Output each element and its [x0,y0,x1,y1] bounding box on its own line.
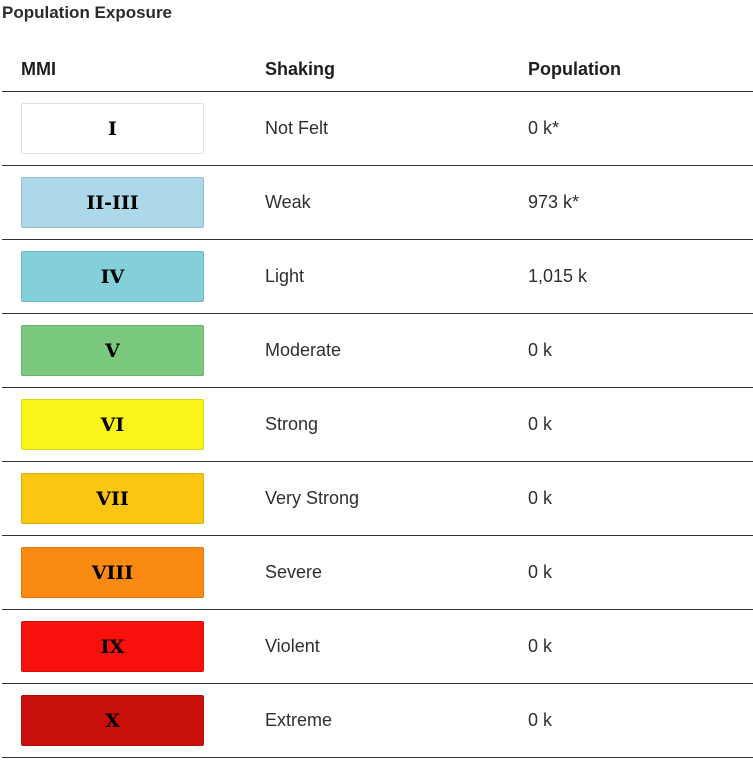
shaking-cell: Light [265,239,528,314]
shaking-cell: Not Felt [265,91,528,166]
mmi-intensity-swatch: IX [21,621,204,672]
table-header-row: MMI Shaking Population [2,47,753,92]
table-row: VIII Severe 0 k [2,535,753,610]
table-row: I Not Felt 0 k* [2,91,753,166]
shaking-cell: Weak [265,165,528,240]
table-row: X Extreme 0 k [2,683,753,758]
population-cell: 0 k [528,387,753,462]
mmi-intensity-swatch: X [21,695,204,746]
shaking-cell: Strong [265,387,528,462]
mmi-intensity-swatch: V [21,325,204,376]
column-header-mmi: MMI [2,47,265,92]
section-title: Population Exposure [2,3,173,22]
mmi-intensity-swatch: I [21,103,204,154]
population-cell: 0 k [528,683,753,758]
table-row: VI Strong 0 k [2,387,753,462]
mmi-intensity-swatch: IV [21,251,204,302]
mmi-intensity-swatch: II-III [21,177,204,228]
column-header-shaking: Shaking [265,47,528,92]
population-cell: 0 k [528,313,753,388]
column-header-population: Population [528,47,753,92]
population-exposure-table: MMI Shaking Population I Not Felt 0 k* I… [2,47,753,758]
table-row: IX Violent 0 k [2,609,753,684]
shaking-cell: Moderate [265,313,528,388]
shaking-cell: Extreme [265,683,528,758]
mmi-intensity-swatch: VI [21,399,204,450]
population-cell: 0 k [528,535,753,610]
population-cell: 973 k* [528,165,753,240]
shaking-cell: Severe [265,535,528,610]
table-row: V Moderate 0 k [2,313,753,388]
table-row: IV Light 1,015 k [2,239,753,314]
table-row: II-III Weak 973 k* [2,165,753,240]
population-cell: 0 k [528,609,753,684]
shaking-cell: Violent [265,609,528,684]
table-row: VII Very Strong 0 k [2,461,753,536]
population-cell: 0 k* [528,91,753,166]
mmi-intensity-swatch: VII [21,473,204,524]
mmi-intensity-swatch: VIII [21,547,204,598]
population-cell: 0 k [528,461,753,536]
population-cell: 1,015 k [528,239,753,314]
shaking-cell: Very Strong [265,461,528,536]
